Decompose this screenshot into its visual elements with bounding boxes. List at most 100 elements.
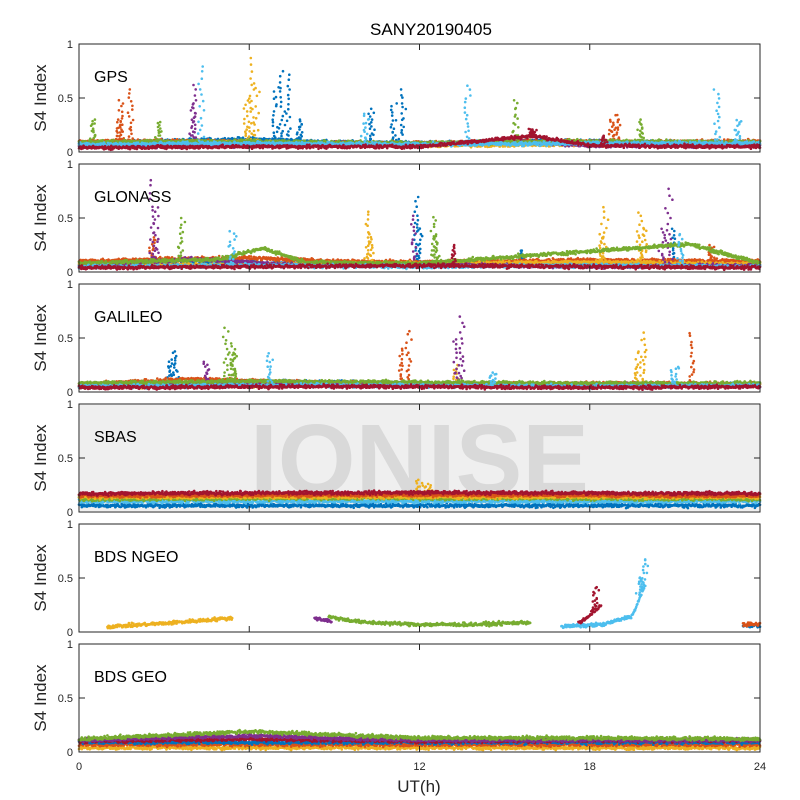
data-point <box>116 135 119 138</box>
data-point <box>288 73 291 76</box>
data-point <box>132 119 135 122</box>
data-point <box>391 111 394 114</box>
data-point <box>251 70 254 73</box>
data-point <box>289 127 292 130</box>
data-point <box>131 105 134 108</box>
data-point <box>287 98 290 101</box>
data-point <box>288 78 291 81</box>
data-point <box>246 110 249 113</box>
data-point <box>249 110 252 113</box>
data-point <box>275 103 278 106</box>
data-point <box>285 112 288 115</box>
data-point <box>128 92 131 95</box>
data-point <box>120 134 123 137</box>
data-point <box>402 117 405 120</box>
data-point <box>254 134 257 137</box>
data-point <box>287 103 290 106</box>
data-point <box>390 123 393 126</box>
data-point <box>400 112 403 115</box>
data-point <box>612 134 615 137</box>
axes-box <box>79 44 760 152</box>
data-point <box>128 96 131 99</box>
data-point <box>400 131 403 134</box>
data-point <box>119 120 122 123</box>
data-point <box>257 112 260 115</box>
data-point <box>400 88 403 91</box>
data-point <box>370 121 373 124</box>
data-point <box>299 126 302 129</box>
data-point <box>272 114 275 117</box>
data-point <box>253 82 256 85</box>
data-point <box>279 96 282 99</box>
data-point <box>254 105 257 108</box>
data-point <box>250 132 253 135</box>
data-point <box>244 104 247 107</box>
data-point <box>118 99 121 102</box>
data-point <box>390 126 393 129</box>
data-point <box>121 130 124 133</box>
data-point <box>272 125 275 128</box>
data-point <box>281 130 284 133</box>
data-point <box>130 133 133 136</box>
data-point <box>369 127 372 130</box>
data-point <box>271 118 274 121</box>
data-point <box>370 108 373 111</box>
data-point <box>609 119 612 122</box>
data-point <box>395 102 398 105</box>
data-point <box>286 120 289 123</box>
data-point <box>122 102 125 105</box>
data-point <box>248 130 251 133</box>
data-point <box>116 121 119 124</box>
data-point <box>280 135 283 138</box>
data-point <box>129 88 132 91</box>
data-point <box>287 108 290 111</box>
data-point <box>612 122 615 125</box>
data-point <box>249 95 252 98</box>
data-point <box>245 128 248 131</box>
data-point <box>299 118 302 121</box>
data-point <box>276 131 279 134</box>
data-point <box>402 126 405 129</box>
data-point <box>246 115 249 118</box>
data-point <box>398 138 401 141</box>
data-point <box>284 124 287 127</box>
data-point <box>391 114 394 117</box>
data-point <box>273 131 276 134</box>
data-point <box>288 88 291 91</box>
data-point <box>252 121 255 124</box>
data-point <box>393 127 396 130</box>
data-point <box>617 126 620 129</box>
data-point <box>400 94 403 97</box>
data-point <box>119 124 122 127</box>
data-point <box>131 108 134 111</box>
data-point <box>367 113 370 116</box>
data-point <box>298 128 301 131</box>
data-point <box>371 118 374 121</box>
data-point <box>279 75 282 78</box>
data-point <box>118 109 121 112</box>
data-point <box>279 81 282 84</box>
data-point <box>243 118 246 121</box>
data-point <box>253 130 256 133</box>
data-point <box>243 122 246 125</box>
data-point <box>246 126 249 129</box>
data-point <box>258 91 261 94</box>
data-point <box>608 133 611 136</box>
data-point <box>250 84 253 87</box>
data-point <box>369 135 372 138</box>
data-point <box>279 90 282 93</box>
data-point <box>117 118 120 121</box>
data-point <box>273 135 276 138</box>
data-point <box>373 128 376 131</box>
data-point <box>275 96 278 99</box>
data-point <box>289 116 292 119</box>
data-point <box>257 129 260 132</box>
data-point <box>248 135 251 138</box>
data-point <box>243 107 246 110</box>
data-point <box>401 106 404 109</box>
data-point <box>298 136 301 139</box>
data-point <box>401 96 404 99</box>
data-point <box>392 119 395 122</box>
data-point <box>130 122 133 125</box>
